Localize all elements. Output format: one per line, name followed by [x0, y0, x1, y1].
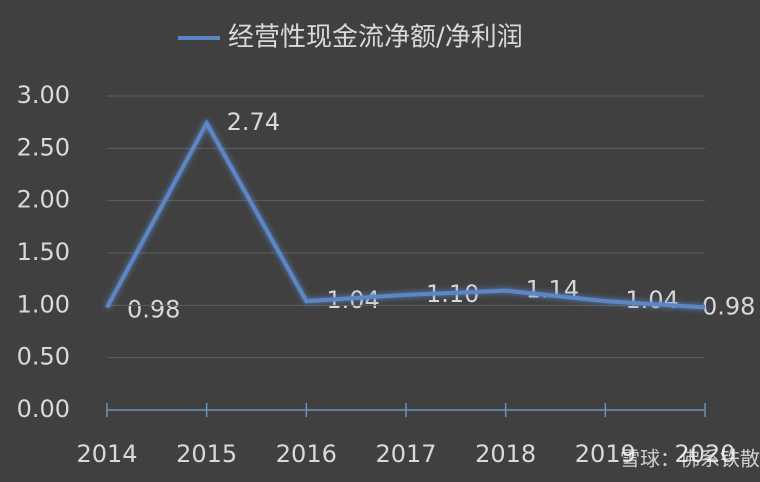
x-tick-label: 2014	[76, 440, 137, 468]
legend-label: 经营性现金流净额/净利润	[228, 23, 523, 53]
value-label: 1.04	[625, 286, 678, 314]
x-tick-label: 2018	[475, 440, 536, 468]
y-tick-label: 0.50	[17, 343, 70, 371]
value-label: 0.98	[127, 295, 180, 323]
watermark: 雪球：佛系铁散	[620, 447, 760, 471]
y-tick-label: 3.00	[17, 81, 70, 109]
y-tick-label: 1.50	[17, 238, 70, 266]
y-tick-label: 0.00	[17, 395, 70, 423]
x-tick-label: 2019	[575, 440, 636, 468]
line	[105, 119, 706, 310]
y-tick-label: 1.00	[17, 290, 70, 318]
x-tick-label: 2016	[276, 440, 337, 468]
y-tick-label: 2.00	[17, 186, 70, 214]
x-tick-label: 2015	[176, 440, 237, 468]
value-label: 0.98	[702, 292, 755, 320]
y-tick-label: 2.50	[17, 133, 70, 161]
x-tick-label: 2020	[674, 440, 735, 468]
x-tick-label: 2017	[375, 440, 436, 468]
value-label: 2.74	[227, 108, 280, 136]
